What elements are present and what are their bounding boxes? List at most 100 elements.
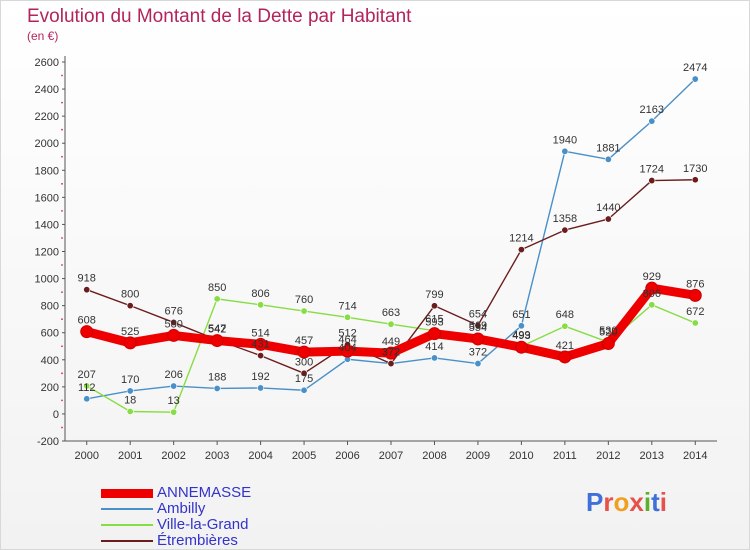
data-label: 1940 (553, 134, 577, 146)
data-label: 372 (382, 347, 400, 359)
data-label: 806 (251, 288, 269, 300)
y-minor-dot (61, 345, 63, 348)
data-label: 918 (78, 273, 96, 285)
data-label: 800 (121, 289, 139, 301)
x-tick-label: 2008 (422, 450, 446, 462)
data-point (83, 286, 91, 294)
legend-swatch (101, 540, 153, 542)
data-label: 18 (124, 394, 136, 406)
x-tick-label: 2001 (118, 450, 142, 462)
data-point (257, 301, 265, 309)
data-label: 554 (469, 322, 487, 334)
data-label: 760 (295, 294, 313, 306)
data-label: 1440 (596, 202, 620, 214)
y-tick-label: 0 (53, 409, 59, 421)
y-tick-label: 1200 (35, 247, 59, 259)
y-tick-label: 1400 (35, 219, 59, 231)
logo-letter: i (643, 487, 652, 517)
logo-letter: P (586, 487, 604, 517)
data-point (427, 327, 441, 341)
data-point (300, 369, 308, 377)
data-label: 530 (599, 325, 617, 337)
y-tick-label: 2400 (35, 84, 59, 96)
x-tick-label: 2014 (683, 450, 707, 462)
data-label: 525 (121, 326, 139, 338)
x-tick-label: 2004 (248, 450, 272, 462)
data-point (300, 386, 308, 394)
y-tick-label: 600 (41, 328, 59, 340)
data-point (691, 319, 699, 327)
data-label: 648 (556, 309, 574, 321)
data-point (691, 75, 699, 83)
data-label: 1724 (640, 164, 664, 176)
y-tick-label: 2000 (35, 138, 59, 150)
y-minor-dot (61, 237, 63, 239)
data-point (601, 337, 615, 351)
y-tick-label: 2600 (35, 57, 59, 69)
y-tick-label: 1000 (35, 274, 59, 286)
data-label: 13 (168, 395, 180, 407)
data-point (474, 360, 482, 368)
logo-letter: i (659, 487, 667, 517)
y-minor-dot (61, 291, 63, 294)
data-label: 1358 (553, 213, 577, 225)
data-label: 1214 (509, 233, 533, 245)
data-label: 542 (208, 324, 226, 336)
data-point (257, 384, 265, 392)
x-tick-label: 2005 (292, 450, 316, 462)
data-point (213, 295, 221, 303)
data-label: 651 (512, 309, 530, 321)
y-minor-dot (61, 101, 63, 104)
logo-letter: o (613, 487, 630, 517)
data-label: 372 (382, 347, 400, 359)
data-point (387, 360, 395, 368)
data-label: 449 (382, 336, 400, 348)
data-label: 1730 (683, 163, 707, 175)
data-point (517, 322, 525, 330)
data-point (648, 117, 656, 125)
y-minor-dot (61, 74, 63, 77)
data-point (300, 307, 308, 315)
data-point (344, 313, 352, 321)
data-label: 414 (425, 341, 443, 353)
x-tick-label: 2013 (640, 450, 664, 462)
data-point (167, 328, 181, 342)
y-tick-label: 2200 (35, 111, 59, 123)
data-label: 1881 (596, 142, 620, 154)
x-tick-label: 2010 (509, 450, 533, 462)
y-minor-dot (61, 155, 63, 158)
y-tick-label: -200 (37, 436, 59, 448)
data-label: 654 (469, 308, 487, 320)
data-point (430, 354, 438, 362)
data-point (210, 334, 224, 348)
data-point (170, 408, 178, 416)
data-point (561, 226, 569, 234)
data-point (430, 302, 438, 310)
data-point (384, 346, 398, 360)
data-point (126, 387, 134, 395)
x-tick-label: 2002 (161, 450, 185, 462)
data-label: 929 (643, 271, 661, 283)
chart-title: Evolution du Montant de la Dette par Hab… (27, 6, 412, 27)
data-point (123, 336, 137, 350)
y-minor-dot (61, 426, 63, 429)
data-point (604, 215, 612, 223)
legend-label: ANNEMASSE (157, 484, 252, 501)
x-tick-label: 2000 (74, 450, 98, 462)
data-label: 170 (121, 374, 139, 386)
y-minor-dot (61, 264, 63, 266)
logo-letter: x (629, 487, 644, 517)
data-label: 2474 (683, 62, 707, 74)
data-label: 799 (425, 289, 443, 301)
data-point (341, 344, 355, 358)
data-point (648, 301, 656, 309)
y-minor-dot (61, 372, 63, 375)
data-label: 493 (512, 330, 530, 342)
data-point (691, 176, 699, 184)
data-point (474, 321, 482, 329)
x-tick-label: 2007 (379, 450, 403, 462)
data-label: 850 (208, 282, 226, 294)
data-label: 593 (425, 317, 443, 329)
data-point (126, 407, 134, 415)
